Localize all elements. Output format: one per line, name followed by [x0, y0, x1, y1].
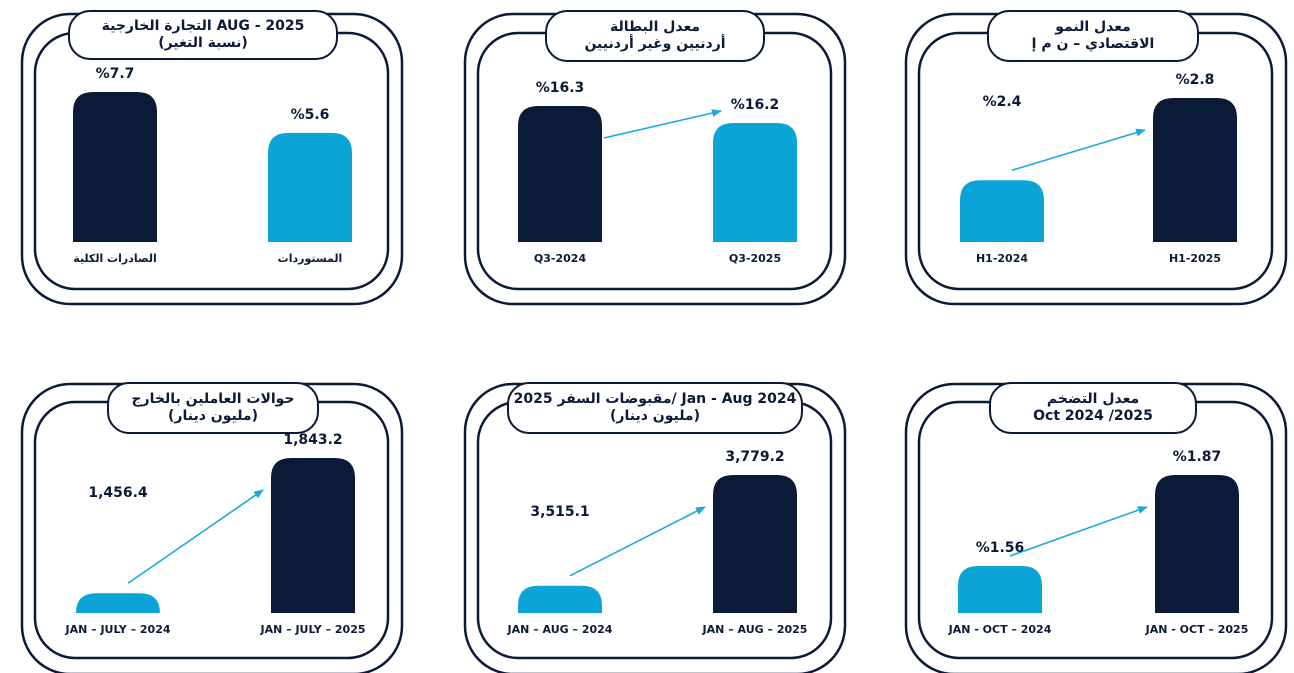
panel-4-value-label-1: 3,779.2 [725, 449, 785, 465]
panel-2-category-label-0: H1-2024 [975, 252, 1029, 265]
panel-2-trend-arrow [1011, 128, 1146, 172]
panel-5-value-label-1: %1.87 [1172, 449, 1222, 465]
panel-0-category-label-0: الصادرات الكلية [73, 252, 157, 265]
panel-2-title: معدل النمو الاقتصادي – ن م إ [987, 10, 1199, 62]
panel-5-bar-1 [1155, 475, 1239, 613]
panel-0-bar-0 [73, 92, 157, 242]
panel-1-trend-arrow [603, 109, 722, 139]
panel-1-title: معدل البطالة أردنيين وغير أردنيين [545, 10, 765, 62]
panel-0-bar-1 [268, 132, 352, 242]
panel-3-title-line2: (مليون دينار) [168, 408, 258, 424]
panel-1-category-label-0: Q3-2024 [533, 252, 587, 265]
panel-3-bar-1 [271, 458, 355, 613]
panel-2-category-label-1: H1-2025 [1168, 252, 1222, 265]
panel-4-bar-0 [518, 585, 602, 613]
panel-0-title: التجارة الخارجية AUG - 2025 (نسبة التغير) [68, 10, 338, 60]
panel-4-category-label-1: JAN – AUG – 2025 [702, 623, 808, 636]
panel-5-category-label-1: JAN - OCT – 2025 [1145, 623, 1249, 636]
panel-1-title-line1: معدل البطالة [609, 19, 701, 35]
panel-5-title-line2: Oct 2024 /2025 [1033, 408, 1153, 424]
panel-4-value-label-0: 3,515.1 [530, 503, 590, 520]
panel-3-category-label-1: JAN – JULY – 2025 [260, 623, 366, 636]
panel-2-bar-1 [1153, 98, 1237, 242]
panel-4-title: مقبوضات السفر 2025/ Jan - Aug 2024 (مليون… [507, 382, 803, 434]
panel-2-title-line1: معدل النمو [1055, 19, 1131, 35]
panel-0-value-label-1: %5.6 [290, 106, 330, 123]
panel-3-category-label-0: JAN – JULY – 2024 [65, 623, 171, 636]
panel-3-value-label-0: 1,456.4 [88, 485, 148, 502]
panel-3-title: حوالات العاملين بالخارج (مليون دينار) [107, 382, 319, 434]
panel-2-value-label-0: %2.4 [982, 94, 1022, 111]
panel-0-title-line2: (نسبة التغير) [158, 35, 248, 51]
panel-5-category-label-0: JAN - OCT – 2024 [948, 623, 1052, 636]
panel-0-category-label-1: المستوردات [277, 252, 343, 265]
panel-4-bar-1 [713, 475, 797, 613]
panel-5-trend-arrow [1009, 506, 1148, 557]
panel-3-trend-arrow [127, 489, 264, 584]
panel-4-category-label-0: JAN – AUG – 2024 [507, 623, 613, 636]
panel-5-title-line1: معدل التضخم [1046, 391, 1140, 407]
panel-4-title-line2: (مليون دينار) [610, 408, 700, 424]
panel-1-value-label-1: %16.2 [730, 97, 780, 113]
panel-1-title-line2: أردنيين وغير أردنيين [584, 36, 726, 52]
panel-5-value-label-0: %1.56 [975, 540, 1025, 557]
panel-3-title-line1: حوالات العاملين بالخارج [131, 391, 295, 407]
panel-5-bar-0 [958, 566, 1042, 613]
panel-0-title-line1: التجارة الخارجية AUG - 2025 [101, 18, 305, 34]
panel-4-title-line1: مقبوضات السفر 2025/ Jan - Aug 2024 [513, 391, 797, 407]
panel-3-bar-0 [76, 593, 160, 614]
panel-2-value-label-1: %2.8 [1175, 72, 1215, 88]
panel-0-value-label-0: %7.7 [95, 66, 135, 82]
panel-1-category-label-1: Q3-2025 [728, 252, 782, 265]
panel-2-title-line2: الاقتصادي – ن م إ [1031, 36, 1155, 52]
panel-4-trend-arrow [569, 506, 706, 577]
panel-5-title: معدل التضخم Oct 2024 /2025 [989, 382, 1197, 434]
panel-1-value-label-0: %16.3 [535, 80, 585, 96]
panel-3-value-label-1: 1,843.2 [283, 432, 343, 448]
panel-2-bar-0 [960, 180, 1044, 242]
panel-1-bar-0 [518, 106, 602, 242]
panel-1-bar-1 [713, 123, 797, 242]
